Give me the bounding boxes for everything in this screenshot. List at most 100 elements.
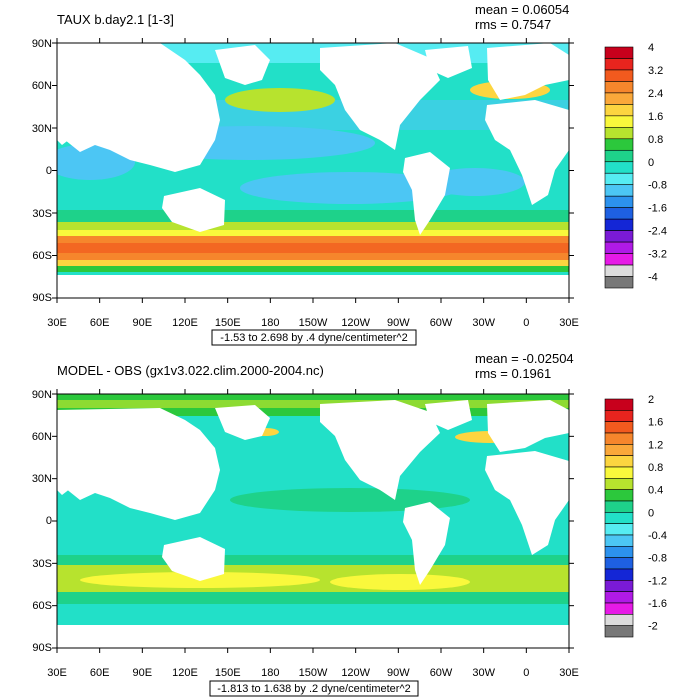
map-field <box>57 43 569 298</box>
north-america-land <box>320 43 440 150</box>
colorbar-swatch <box>604 534 634 547</box>
colorbar-label: -2.4 <box>648 226 667 238</box>
colorbar-swatch <box>604 580 634 592</box>
lon-tick-label: 150E <box>215 317 241 329</box>
eurasia-land <box>57 408 220 520</box>
colorbar-label: 1.6 <box>648 111 663 123</box>
colorbar-swatch <box>604 138 634 151</box>
colorbar-label: -0.8 <box>648 553 667 565</box>
colorbar-swatch <box>604 69 634 82</box>
panel-title: MODEL - OBS (gx1v3.022.clim.2000-2004.nc… <box>57 363 324 378</box>
lon-tick-label: 120W <box>341 317 370 329</box>
rms-stat: rms = 0.7547 <box>475 17 551 32</box>
australia-land <box>162 537 225 581</box>
colorbar-swatch <box>604 127 634 140</box>
eurasia-land <box>57 43 220 172</box>
lon-tick-label: 60E <box>90 317 110 329</box>
lat-axis-left: 90N 60N 30N 0 30S 60S 90S <box>32 38 52 304</box>
colorbar-swatch <box>604 241 634 254</box>
siberia-land <box>215 45 270 85</box>
colorbar-label: 1.6 <box>648 417 663 429</box>
lon-tick-label: 90E <box>133 667 153 679</box>
colorbar-swatch <box>604 557 634 570</box>
contour-range-text: -1.813 to 1.638 by .2 dyne/centimeter^2 <box>217 683 411 695</box>
lon-tick-label: 30W <box>472 667 495 679</box>
greenland-land <box>425 400 472 430</box>
lat-tick-label: 90S <box>32 642 52 654</box>
colorbar-swatch <box>604 614 634 626</box>
colorbar-label: 2.4 <box>648 88 663 100</box>
mean-stat: mean = 0.06054 <box>475 2 569 17</box>
equatorial-band <box>230 488 470 512</box>
colorbar-label: -2 <box>648 621 658 633</box>
colorbar-swatch <box>604 218 634 231</box>
colorbar-swatch <box>604 58 634 71</box>
lon-tick-label: 90W <box>387 317 410 329</box>
contour-info-frame <box>211 329 417 346</box>
colorbar-label: 0 <box>648 507 654 519</box>
africa-land <box>485 100 569 205</box>
colorbar-swatch <box>604 455 634 468</box>
lon-tick-label: 30E <box>47 667 67 679</box>
colorbar-swatch <box>604 432 634 445</box>
sub-band-1 <box>57 210 569 224</box>
lat-tick-label: 90S <box>32 292 52 304</box>
colorbar-label: -3.2 <box>648 249 667 261</box>
lon-tick-label: 120W <box>341 667 370 679</box>
southern-high-2 <box>330 574 470 590</box>
lon-tick-label: 0 <box>523 317 529 329</box>
colorbar-swatch <box>604 46 634 59</box>
colorbar-swatch <box>604 172 634 186</box>
lon-tick-label: 30E <box>559 317 579 329</box>
australia-land <box>162 188 225 232</box>
lat-tick-label: 30S <box>32 558 52 570</box>
lat-axis-left: 90N 60N 30N 0 30S 60S 90S <box>32 389 52 654</box>
colorbar-swatch <box>604 512 634 524</box>
colorbar-swatch <box>604 195 634 208</box>
south-america-land <box>403 502 450 585</box>
lon-axis-bottom: 30E 60E 90E 120E 150E 180 150W 120W 90W … <box>47 317 579 329</box>
colorbar-swatch <box>604 466 634 479</box>
colorbar-swatch <box>604 115 634 128</box>
colorbar-swatch <box>604 207 634 220</box>
lat-tick-label: 0 <box>46 165 52 177</box>
lon-tick-label: 150E <box>215 667 241 679</box>
sub-band-4 <box>57 260 569 268</box>
mean-stat: mean = -0.02504 <box>475 351 574 366</box>
westerly-core <box>57 243 569 253</box>
lon-tick-label: 30E <box>559 667 579 679</box>
lon-tick-label: 60E <box>90 667 110 679</box>
siberia-land <box>215 405 270 440</box>
indian-trades <box>57 144 135 180</box>
lon-tick-label: 150W <box>299 667 328 679</box>
spac-trades <box>240 172 460 204</box>
rms-stat: rms = 0.1961 <box>475 366 551 381</box>
tick-marks <box>52 38 574 303</box>
colorbar-swatch <box>604 523 634 536</box>
colorbar-label: 2 <box>648 394 654 406</box>
colorbar-swatch <box>604 625 634 638</box>
colorbar-label: 0.8 <box>648 462 663 474</box>
greenland-land <box>425 46 472 78</box>
lat-tick-label: 60S <box>32 250 52 262</box>
colorbar-swatch <box>604 568 634 581</box>
lat-tick-label: 90N <box>32 389 52 401</box>
colorbar-label: -1.2 <box>648 575 667 587</box>
lon-tick-label: 30W <box>472 317 495 329</box>
south-america-land <box>403 152 450 235</box>
colorbar-swatch <box>604 92 634 105</box>
contour-range-text: -1.53 to 2.698 by .4 dyne/centimeter^2 <box>220 332 407 344</box>
lon-tick-label: 120E <box>172 317 198 329</box>
colorbar-label: -4 <box>648 272 658 284</box>
colorbar: 4 3.2 2.4 1.6 0.8 0 -0.8 -1.6 -2.4 -3.2 -4 <box>604 42 667 289</box>
colorbar-swatch <box>604 591 634 604</box>
contour-info-box: -1.813 to 1.638 by .2 dyne/centimeter^2 <box>209 680 419 697</box>
tick-marks <box>52 389 574 653</box>
colorbar-swatch <box>604 149 634 163</box>
panel-top: TAUX b.day2.1 [1-3] mean = 0.06054 rms =… <box>32 2 667 346</box>
colorbar-label: -0.8 <box>648 180 667 192</box>
colorbar-swatch <box>604 184 634 197</box>
sub-band-2 <box>57 592 569 604</box>
lon-tick-label: 30E <box>47 317 67 329</box>
